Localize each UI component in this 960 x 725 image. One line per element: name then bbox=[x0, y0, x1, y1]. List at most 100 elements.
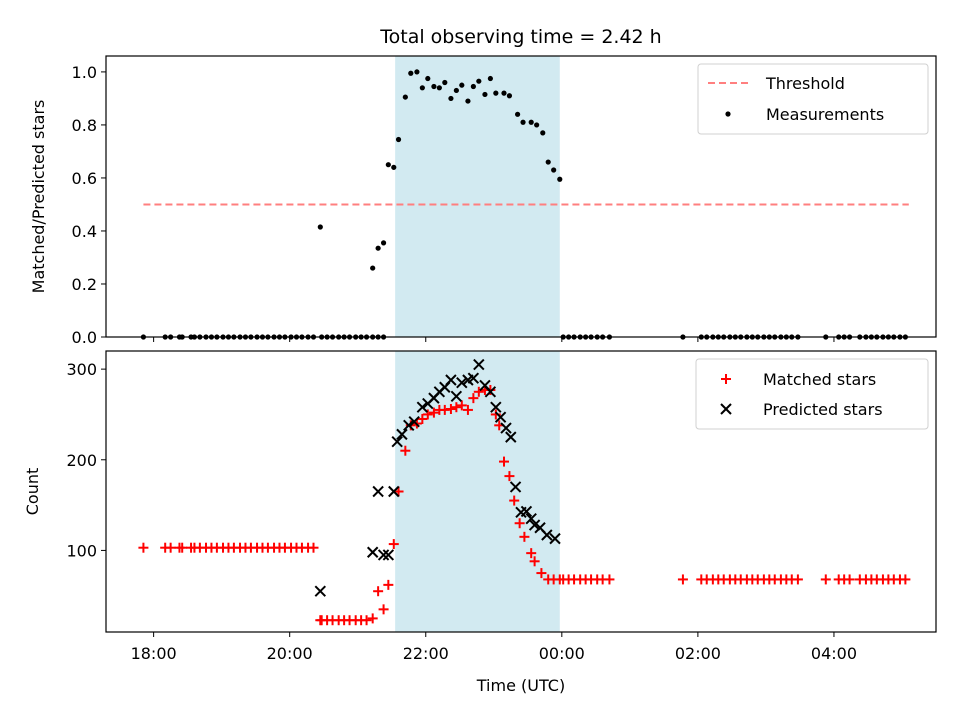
legend-matched-label: Matched stars bbox=[763, 370, 876, 389]
measurement-point bbox=[425, 75, 431, 82]
matched-star-point bbox=[792, 574, 803, 585]
predicted-star-point bbox=[520, 505, 533, 518]
matched-star-point bbox=[677, 574, 688, 585]
predicted-star-point bbox=[391, 435, 403, 448]
matched-star-point bbox=[526, 548, 537, 559]
measurement-point bbox=[528, 119, 534, 125]
matched-star-point bbox=[536, 568, 547, 579]
chart-title: Total observing time = 2.42 h bbox=[379, 26, 661, 48]
matched-star-point bbox=[367, 613, 378, 624]
x-tick-label: 18:00 bbox=[131, 644, 177, 663]
measurement-point bbox=[514, 111, 521, 117]
matched-star-point bbox=[462, 404, 473, 415]
matched-star-point bbox=[456, 400, 467, 411]
count-panel: 100 200 300 18:00 20:00 22:00 00:00 02:00 04:00… bbox=[23, 350, 937, 695]
y-tick-label: 0.2 bbox=[72, 275, 97, 294]
matched-star-point bbox=[308, 542, 319, 553]
matched-star-point bbox=[519, 531, 530, 542]
predicted-star-point bbox=[314, 585, 327, 597]
predicted-star-point bbox=[528, 519, 541, 531]
predicted-star-point bbox=[541, 529, 553, 541]
matched-star-point bbox=[604, 574, 615, 585]
predicted-star-point bbox=[388, 485, 400, 498]
measurement-point bbox=[375, 245, 381, 251]
legend-predicted-label: Predicted stars bbox=[763, 400, 883, 419]
measurement-point bbox=[520, 119, 526, 125]
predicted-star-point bbox=[549, 532, 561, 545]
measurement-point bbox=[317, 224, 323, 230]
observing-span-bottom bbox=[395, 351, 560, 632]
measurement-point bbox=[534, 122, 540, 128]
legend-measurements-swatch bbox=[725, 111, 731, 117]
measurement-point bbox=[391, 164, 397, 170]
legend-measurements-label: Measurements bbox=[766, 105, 884, 124]
measurement-point bbox=[419, 85, 425, 91]
matched-star-point bbox=[445, 404, 456, 415]
predicted-star-point bbox=[525, 512, 537, 525]
top-x-ticks bbox=[153, 337, 835, 342]
matched-star-point bbox=[844, 574, 855, 585]
measurement-point bbox=[453, 87, 459, 94]
predicted-star-point bbox=[450, 390, 463, 403]
measurement-point bbox=[506, 93, 513, 99]
measurement-point bbox=[476, 78, 482, 84]
matched-star-point bbox=[417, 413, 428, 424]
matched-star-point bbox=[504, 471, 515, 482]
matched-star-point bbox=[138, 542, 149, 553]
legend-threshold-label: Threshold bbox=[765, 74, 845, 93]
measurement-point bbox=[402, 94, 408, 100]
measurement-point bbox=[414, 69, 420, 75]
matched-star-point bbox=[820, 574, 831, 585]
matched-star-point bbox=[509, 495, 520, 506]
predicted-star-point bbox=[456, 377, 468, 389]
matched-star-point bbox=[451, 402, 462, 413]
predicted-star-point bbox=[500, 422, 512, 434]
predicted-star-point bbox=[372, 485, 384, 498]
matched-star-point bbox=[468, 393, 479, 404]
matched-star-point bbox=[422, 409, 433, 420]
legend-predicted-swatch bbox=[720, 403, 732, 415]
y-tick-label: 300 bbox=[66, 360, 97, 379]
bottom-legend-box bbox=[695, 358, 929, 430]
x-tick-label: 22:00 bbox=[403, 644, 449, 663]
predicted-star-point bbox=[494, 411, 507, 423]
y-tick-label: 100 bbox=[66, 541, 97, 560]
x-tick-label: 00:00 bbox=[539, 644, 585, 663]
measurement-point bbox=[470, 83, 476, 90]
predicted-star-point bbox=[366, 546, 379, 558]
matched-star-point bbox=[378, 604, 389, 615]
matched-star-point bbox=[498, 456, 509, 467]
predicted-star-point bbox=[403, 419, 415, 432]
top-axes-frame bbox=[105, 55, 937, 338]
top-legend: Threshold Measurements bbox=[697, 63, 929, 135]
top-y-ticks: 0.0 0.2 0.4 0.6 0.8 1.0 bbox=[72, 63, 106, 347]
y-tick-label: 0.4 bbox=[72, 222, 97, 241]
bottom-y-ticks: 100 200 300 bbox=[66, 360, 106, 560]
bottom-y-axis-label: Count bbox=[23, 468, 42, 516]
y-tick-label: 200 bbox=[66, 451, 97, 470]
measurement-point bbox=[385, 162, 391, 168]
measurement-point bbox=[493, 90, 499, 96]
matched-star-point bbox=[177, 542, 188, 553]
predicted-star-point bbox=[473, 358, 485, 371]
legend-matched-swatch bbox=[721, 374, 731, 384]
measurement-point bbox=[436, 85, 442, 91]
predicted-star-point bbox=[416, 401, 429, 413]
predicted-star-point bbox=[445, 374, 457, 386]
matched-star-point bbox=[373, 586, 384, 597]
measurement-point bbox=[380, 240, 387, 246]
measurement-point bbox=[501, 90, 507, 96]
matched-star-point bbox=[428, 407, 439, 418]
x-tick-label: 02:00 bbox=[675, 644, 721, 663]
bottom-x-ticks: 18:00 20:00 22:00 00:00 02:00 04:00 bbox=[131, 632, 857, 663]
measurement-point bbox=[431, 83, 437, 90]
y-tick-label: 0.0 bbox=[72, 328, 97, 347]
predicted-star-point bbox=[467, 372, 480, 384]
predicted-star-point bbox=[490, 401, 502, 413]
y-tick-label: 1.0 bbox=[72, 63, 97, 82]
measurement-point bbox=[370, 265, 376, 271]
matched-star-point bbox=[393, 486, 404, 497]
y-tick-label: 0.6 bbox=[72, 169, 97, 188]
matched-star-point bbox=[529, 556, 540, 567]
